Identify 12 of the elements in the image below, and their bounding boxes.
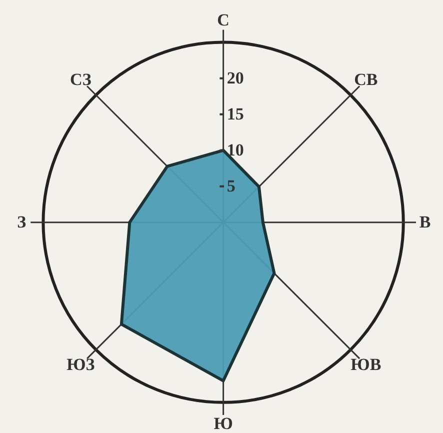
spoke-label: Ю	[214, 414, 233, 433]
y-tick-label: 10	[226, 140, 244, 160]
y-tick-label: 5	[226, 176, 236, 196]
spoke-label: СЗ	[70, 70, 92, 89]
spoke-label: СВ	[354, 70, 378, 89]
spoke-label: З	[17, 212, 26, 232]
y-tick-label: 15	[226, 104, 244, 124]
spoke-label: С	[217, 10, 230, 30]
y-tick-label: 20	[226, 68, 244, 88]
spoke-label: ЮЗ	[66, 354, 95, 374]
spoke-label: В	[419, 212, 431, 232]
spoke-label: ЮВ	[350, 354, 382, 374]
